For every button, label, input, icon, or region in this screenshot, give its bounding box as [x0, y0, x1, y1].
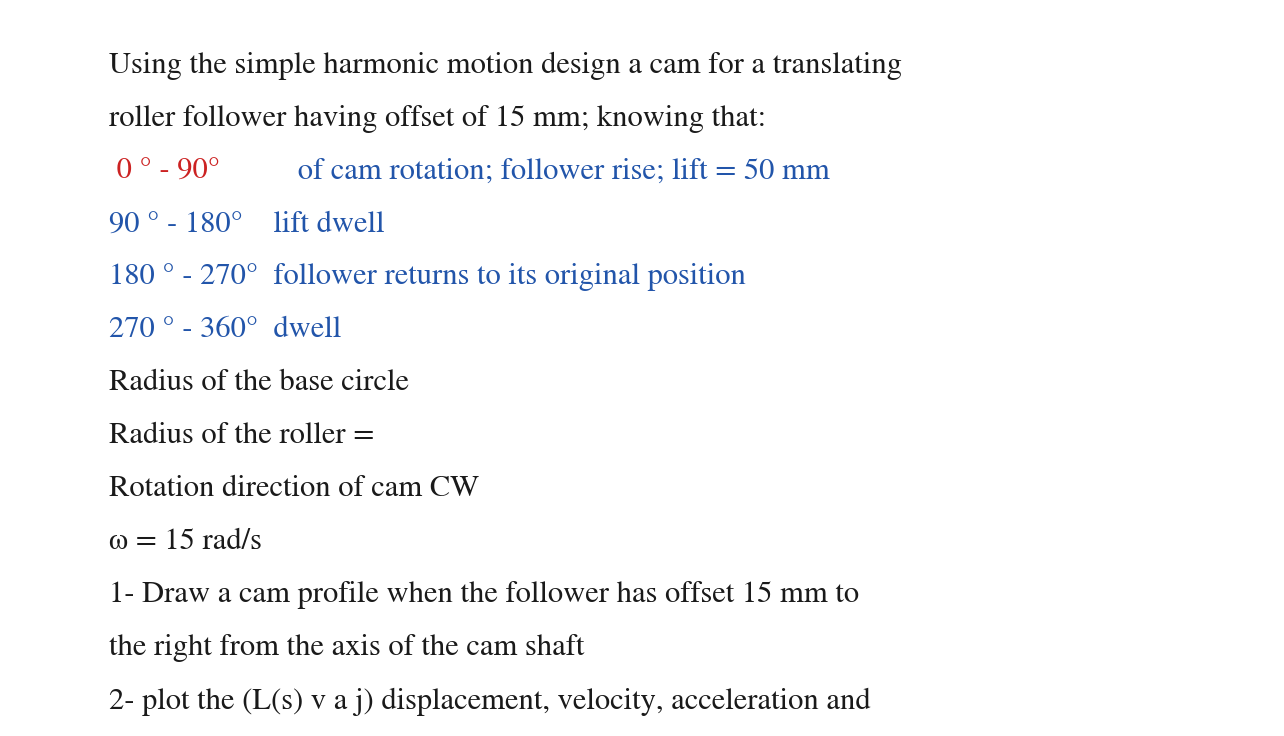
Text: ω = 15 rad/s: ω = 15 rad/s	[109, 528, 262, 556]
Text: 1- Draw a cam profile when the follower has offset 15 mm to: 1- Draw a cam profile when the follower …	[109, 581, 859, 609]
Text: the right from the axis of the cam shaft: the right from the axis of the cam shaft	[109, 634, 584, 662]
Text: 180 ° - 270°  follower returns to its original position: 180 ° - 270° follower returns to its ori…	[109, 263, 746, 291]
Text: 0 ° - 90°: 0 ° - 90°	[109, 158, 220, 185]
Text: Rotation direction of cam CW: Rotation direction of cam CW	[109, 475, 479, 503]
Text: 90 ° - 180°    lift dwell: 90 ° - 180° lift dwell	[109, 210, 385, 238]
Text: Radius of the roller =: Radius of the roller =	[109, 422, 375, 450]
Text: 270 ° - 360°  dwell: 270 ° - 360° dwell	[109, 316, 342, 344]
Text: of cam rotation; follower rise; lift = 50 mm: of cam rotation; follower rise; lift = 5…	[253, 158, 831, 185]
Text: Using the simple harmonic motion design a cam for a translating: Using the simple harmonic motion design …	[109, 52, 903, 79]
Text: 2- plot the (L(s) v a j) displacement, velocity, acceleration and: 2- plot the (L(s) v a j) displacement, v…	[109, 687, 871, 715]
Text: roller follower having offset of 15 mm; knowing that:: roller follower having offset of 15 mm; …	[109, 105, 767, 132]
Text: Radius of the base circle: Radius of the base circle	[109, 369, 410, 397]
